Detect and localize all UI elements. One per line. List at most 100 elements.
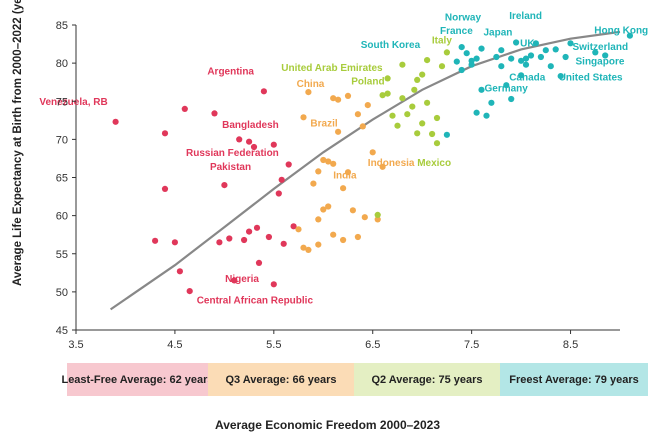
data-point-q3 bbox=[344, 92, 352, 99]
data-point-freest bbox=[557, 73, 564, 80]
country-label: South Korea bbox=[361, 40, 421, 51]
data-point-least-free bbox=[285, 161, 292, 168]
country-label: Brazil bbox=[310, 118, 337, 129]
x-tick-label: 4.5 bbox=[167, 339, 182, 351]
data-point-q2 bbox=[411, 86, 418, 93]
data-point-freest bbox=[542, 47, 549, 54]
data-point-q2 bbox=[379, 92, 386, 99]
data-point-q2 bbox=[404, 111, 411, 118]
data-point-q3 bbox=[330, 160, 337, 167]
country-label: Italy bbox=[432, 35, 452, 46]
data-point-least-free bbox=[280, 240, 287, 247]
y-tick-label: 60 bbox=[56, 211, 68, 223]
data-point-q3 bbox=[359, 123, 366, 130]
data-point-q3 bbox=[325, 158, 332, 165]
data-point-least-free bbox=[265, 233, 272, 241]
data-point-freest bbox=[508, 95, 515, 103]
data-point-least-free bbox=[253, 224, 261, 231]
country-label: China bbox=[297, 79, 325, 90]
data-point-q2 bbox=[384, 75, 391, 82]
y-axis-title: Average Life Expectancy at Birth from 20… bbox=[12, 0, 24, 286]
quartile-least-free: Least-Free Average: 62 years bbox=[61, 363, 214, 396]
country-label: Mexico bbox=[417, 158, 451, 169]
data-point-q3 bbox=[330, 95, 337, 102]
data-point-q2 bbox=[394, 122, 401, 129]
data-point-q3 bbox=[361, 214, 368, 221]
data-point-least-free bbox=[278, 176, 285, 183]
x-tick-label: 8.5 bbox=[563, 339, 578, 351]
data-point-freest bbox=[518, 72, 525, 79]
data-point-freest bbox=[537, 53, 545, 61]
country-label: United Arab Emirates bbox=[281, 63, 383, 74]
data-point-q2 bbox=[424, 57, 431, 64]
country-label: France bbox=[440, 26, 473, 37]
x-tick-label: 7.5 bbox=[464, 339, 479, 351]
data-point-least-free bbox=[211, 110, 218, 117]
data-point-least-free bbox=[236, 136, 243, 143]
country-label: Pakistan bbox=[210, 162, 251, 173]
data-point-q2 bbox=[419, 120, 426, 127]
country-label: Russian Federation bbox=[186, 148, 279, 159]
data-point-q3 bbox=[335, 128, 342, 135]
country-label: Bangladesh bbox=[222, 120, 279, 131]
data-point-q3 bbox=[374, 216, 381, 223]
quartile-q2: Q2 Average: 75 years bbox=[354, 363, 500, 396]
x-tick-label: 6.5 bbox=[365, 339, 380, 351]
data-point-q3 bbox=[354, 111, 361, 118]
scatter-chart: Venezuela, RB Argentina Bangladesh Russian … bbox=[39, 11, 648, 351]
data-point-freest bbox=[513, 39, 520, 46]
data-point-freest bbox=[468, 61, 475, 68]
x-axis-title: Average Economic Freedom 2000–2023 bbox=[214, 418, 440, 432]
data-point-freest bbox=[458, 66, 465, 74]
data-point-q2 bbox=[433, 140, 441, 147]
y-tick-label: 50 bbox=[56, 287, 68, 299]
quartile-q3: Q3 Average: 66 years bbox=[208, 363, 354, 396]
country-label: Central African Republic bbox=[197, 295, 314, 306]
data-point-freest bbox=[498, 47, 505, 54]
data-point-q2 bbox=[433, 114, 441, 122]
data-point-freest bbox=[478, 45, 485, 52]
data-point-q2 bbox=[429, 130, 436, 138]
data-point-least-free bbox=[161, 130, 169, 137]
data-point-freest bbox=[567, 40, 574, 47]
data-point-q2 bbox=[443, 49, 450, 56]
data-point-q2 bbox=[438, 63, 446, 70]
data-point-q3 bbox=[349, 207, 356, 214]
data-point-least-free bbox=[270, 141, 277, 148]
y-tick-label: 55 bbox=[56, 249, 68, 261]
y-tick-label: 75 bbox=[56, 96, 68, 108]
data-point-freest bbox=[463, 50, 470, 57]
data-point-q3 bbox=[344, 169, 352, 176]
data-point-least-free bbox=[250, 143, 258, 151]
x-tick-label: 3.5 bbox=[68, 339, 83, 351]
data-point-freest bbox=[508, 55, 515, 62]
country-label: Germany bbox=[485, 83, 529, 94]
data-point-q3 bbox=[354, 233, 361, 241]
data-point-freest bbox=[473, 55, 480, 62]
country-label: Canada bbox=[509, 73, 546, 84]
data-point-freest bbox=[443, 131, 450, 138]
data-point-least-free bbox=[152, 237, 159, 244]
data-point-q3 bbox=[305, 89, 312, 96]
country-label: Japan bbox=[484, 28, 513, 39]
data-point-q3 bbox=[320, 156, 327, 164]
data-point-least-free bbox=[161, 185, 169, 192]
data-point-least-free bbox=[171, 239, 178, 246]
y-tick-label: 70 bbox=[56, 134, 68, 146]
country-label: United States bbox=[559, 73, 623, 84]
data-point-q3 bbox=[295, 226, 302, 233]
country-label: Norway bbox=[445, 12, 482, 23]
data-point-q3 bbox=[320, 206, 327, 213]
data-point-freest bbox=[626, 32, 634, 39]
data-point-least-free bbox=[255, 259, 263, 266]
data-point-q3 bbox=[335, 96, 342, 103]
x-tick-label: 5.5 bbox=[266, 339, 281, 351]
data-point-least-free bbox=[290, 223, 297, 230]
quartile-freest: Freest Average: 79 years bbox=[500, 363, 648, 396]
data-point-freest bbox=[503, 82, 510, 89]
data-point-least-free bbox=[176, 268, 183, 275]
data-point-q3 bbox=[330, 231, 337, 238]
data-point-q3 bbox=[315, 216, 322, 223]
data-point-q3 bbox=[300, 114, 307, 121]
country-label: Hong Kong bbox=[594, 25, 648, 36]
